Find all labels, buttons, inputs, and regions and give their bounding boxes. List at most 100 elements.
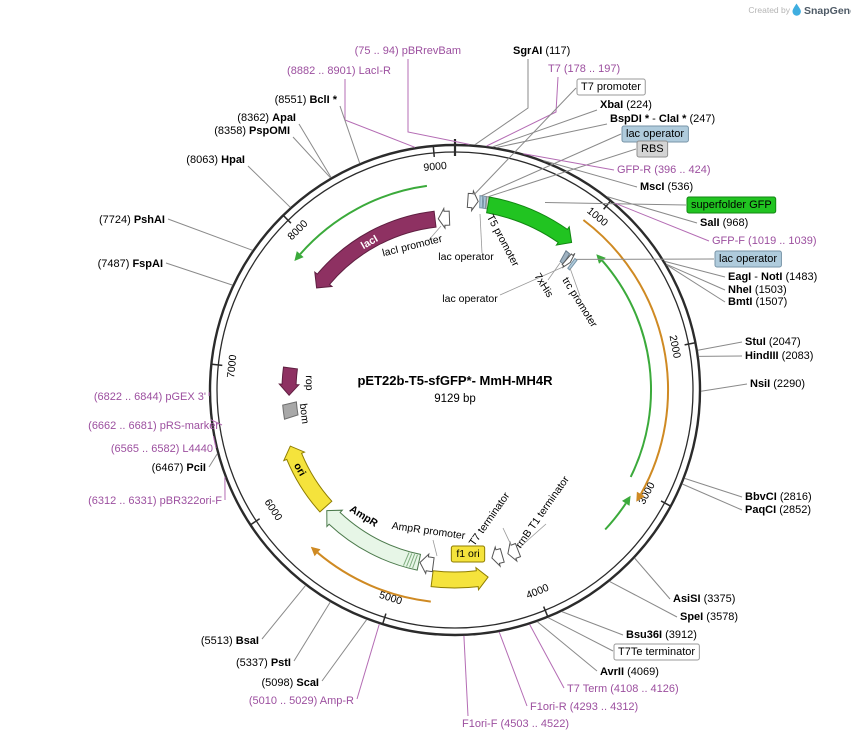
feature-lac-operator-3[interactable]: [567, 257, 578, 271]
feature-box-label-f1-ori[interactable]: f1 ori: [456, 548, 479, 560]
callout-line-T7: [486, 76, 559, 147]
callout-T7-Term[interactable]: T7 Term (4108 .. 4126): [567, 683, 679, 695]
feature-lac-operator-2[interactable]: [482, 195, 487, 210]
callout-pBR322ori-F[interactable]: (6312 .. 6331) pBR322ori-F: [88, 495, 222, 507]
feature-label-ori[interactable]: ori: [291, 461, 308, 479]
callout-box-RBS-box[interactable]: [636, 140, 669, 158]
callout-BbvCI[interactable]: BbvCI (2816): [745, 491, 812, 503]
callout-SgrAI[interactable]: SgrAI (117): [513, 45, 570, 57]
callout-BmtI[interactable]: BmtI (1507): [728, 296, 787, 308]
feature-f1-ori[interactable]: [430, 566, 489, 592]
callout-T7[interactable]: T7 (178 .. 197): [548, 63, 620, 75]
callout-PspOMI[interactable]: (8358) PspOMI: [214, 125, 290, 137]
feature-label-bom[interactable]: bom: [297, 403, 311, 425]
orf-arc-2[interactable]: [601, 260, 653, 478]
callout-ScaI[interactable]: (5098) ScaI: [262, 677, 320, 689]
tick-label-2000: 2000: [667, 334, 683, 359]
callout-F1ori-R[interactable]: F1ori-R (4293 .. 4312): [530, 701, 638, 713]
callout-box-lac-operator-box-2[interactable]: [714, 250, 782, 268]
callout-PshAI[interactable]: (7724) PshAI: [99, 214, 165, 226]
callout-EagI-NotI[interactable]: EagI - NotI (1483): [728, 271, 817, 283]
callout-line-GFP-R: [523, 153, 615, 171]
callout-box-superfolder-GFP-box[interactable]: [686, 196, 777, 214]
callout-BspDI-ClaI[interactable]: BspDI * - ClaI * (247): [610, 113, 715, 125]
callout-BsaI[interactable]: (5513) BsaI: [201, 635, 259, 647]
feature-ori[interactable]: [282, 445, 333, 513]
callout-line-HpaI: [247, 165, 291, 208]
callout-box-T7-promoter[interactable]: [576, 78, 646, 96]
callout-GFP-F[interactable]: GFP-F (1019 .. 1039): [712, 235, 817, 247]
feature-T7-terminator[interactable]: [491, 545, 505, 568]
feature-AmpR[interactable]: [326, 509, 422, 571]
callout-F1ori-F[interactable]: F1ori-F (4503 .. 4522): [462, 718, 569, 730]
feature-bom[interactable]: [282, 401, 299, 420]
callout-pBRrevBam[interactable]: (75 .. 94) pBRrevBam: [355, 45, 461, 57]
feature-label-trc-promoter[interactable]: trc promoter: [559, 275, 599, 330]
feature-label-lac-operator[interactable]: lac operator: [438, 251, 494, 263]
feature-lacI[interactable]: [314, 210, 437, 289]
callout-SpeI[interactable]: SpeI (3578): [680, 611, 738, 623]
callout-PaqCI[interactable]: PaqCI (2852): [745, 504, 811, 516]
watermark-created-by: Created by: [748, 5, 790, 15]
feature-lacI-promoter[interactable]: [437, 206, 451, 230]
feature-label-rrnB-T1-terminator[interactable]: rrnB T1 terminator: [513, 474, 572, 551]
inner-leader-line-2: [427, 225, 442, 242]
callout-FspAI[interactable]: (7487) FspAI: [98, 258, 163, 270]
callout-GFP-R[interactable]: GFP-R (396 .. 424): [617, 164, 711, 176]
callout-ApaI[interactable]: (8362) ApaI: [237, 112, 296, 124]
feature-lac-operator-1[interactable]: [479, 195, 484, 209]
feature-AmpR-promoter[interactable]: [419, 552, 435, 576]
feature-label-lac-operator[interactable]: lac operator: [442, 293, 498, 305]
callout-L4440[interactable]: (6565 .. 6582) L4440: [111, 443, 213, 455]
inner-leader-line-6: [502, 527, 512, 546]
callout-line-RBS-box: [487, 148, 637, 198]
callout-Bsu36I[interactable]: Bsu36I (3912): [626, 629, 697, 641]
feature-T5-promoter[interactable]: [466, 189, 479, 213]
feature-label-AmpR-promoter[interactable]: AmpR promoter: [391, 520, 467, 542]
callout-StuI[interactable]: StuI (2047): [745, 336, 801, 348]
callout-pRS-marker[interactable]: (6662 .. 6681) pRS-marker: [88, 420, 219, 432]
ampr-hatch: [412, 554, 418, 569]
orf-arrowhead-0: [294, 251, 304, 261]
callout-T7-promoter[interactable]: T7 promoter: [581, 81, 641, 93]
orf-arc-3[interactable]: [604, 502, 627, 531]
tick-label-5000: 5000: [378, 589, 404, 607]
feature-rrnB-T1-terminator[interactable]: [507, 540, 522, 563]
orf-arrowhead-3: [622, 495, 631, 506]
callout-pGEX-3prime[interactable]: (6822 .. 6844) pGEX 3': [94, 391, 206, 403]
orf-arc-0[interactable]: [299, 184, 428, 255]
callout-lac-operator-box-1[interactable]: lac operator: [626, 128, 684, 140]
feature-box-f1-ori[interactable]: [450, 545, 486, 563]
callout-T7Te-terminator-box[interactable]: T7Te terminator: [618, 646, 695, 658]
callout-RBS-box[interactable]: RBS: [641, 143, 664, 155]
callout-XbaI[interactable]: XbaI (224): [600, 99, 652, 111]
feature-label-T7-terminator[interactable]: T7 terminator: [467, 490, 513, 548]
tick-6000: [249, 518, 261, 526]
callout-NheI[interactable]: NheI (1503): [728, 284, 787, 296]
callout-box-T7Te-terminator-box[interactable]: [613, 643, 700, 661]
orf-arc-4[interactable]: [316, 551, 431, 603]
callout-HpaI[interactable]: (8063) HpaI: [186, 154, 245, 166]
feature-trc-promoter[interactable]: [561, 252, 576, 269]
callout-LacI-R[interactable]: (8882 .. 8901) LacI-R: [287, 65, 391, 77]
callout-PstI[interactable]: (5337) PstI: [236, 657, 291, 669]
callout-AsiSI[interactable]: AsiSI (3375): [673, 593, 735, 605]
feature-superfolder-GFP[interactable]: [486, 196, 573, 246]
callout-PciI[interactable]: (6467) PciI: [152, 462, 206, 474]
callout-SalI[interactable]: SalI (968): [700, 217, 748, 229]
callout-lac-operator-box-2[interactable]: lac operator: [719, 253, 777, 265]
callout-BclI[interactable]: (8551) BclI *: [275, 94, 338, 106]
snapgene-watermark: Created by SnapGene: [748, 3, 851, 17]
orf-arc-1[interactable]: [582, 219, 670, 495]
callout-superfolder-GFP-box[interactable]: superfolder GFP: [691, 199, 772, 211]
callout-AvrII[interactable]: AvrII (4069): [600, 666, 659, 678]
feature-label-rop[interactable]: rop: [303, 375, 315, 391]
callout-HindIII[interactable]: HindIII (2083): [745, 350, 813, 362]
feature-label-7xHis[interactable]: 7xHis: [531, 271, 555, 300]
callout-line-BbvCI: [684, 477, 743, 498]
callout-MscI[interactable]: MscI (536): [640, 181, 693, 193]
callout-NsiI[interactable]: NsiI (2290): [750, 378, 805, 390]
feature-rop[interactable]: [278, 366, 301, 397]
callout-Amp-R[interactable]: (5010 .. 5029) Amp-R: [249, 695, 354, 707]
